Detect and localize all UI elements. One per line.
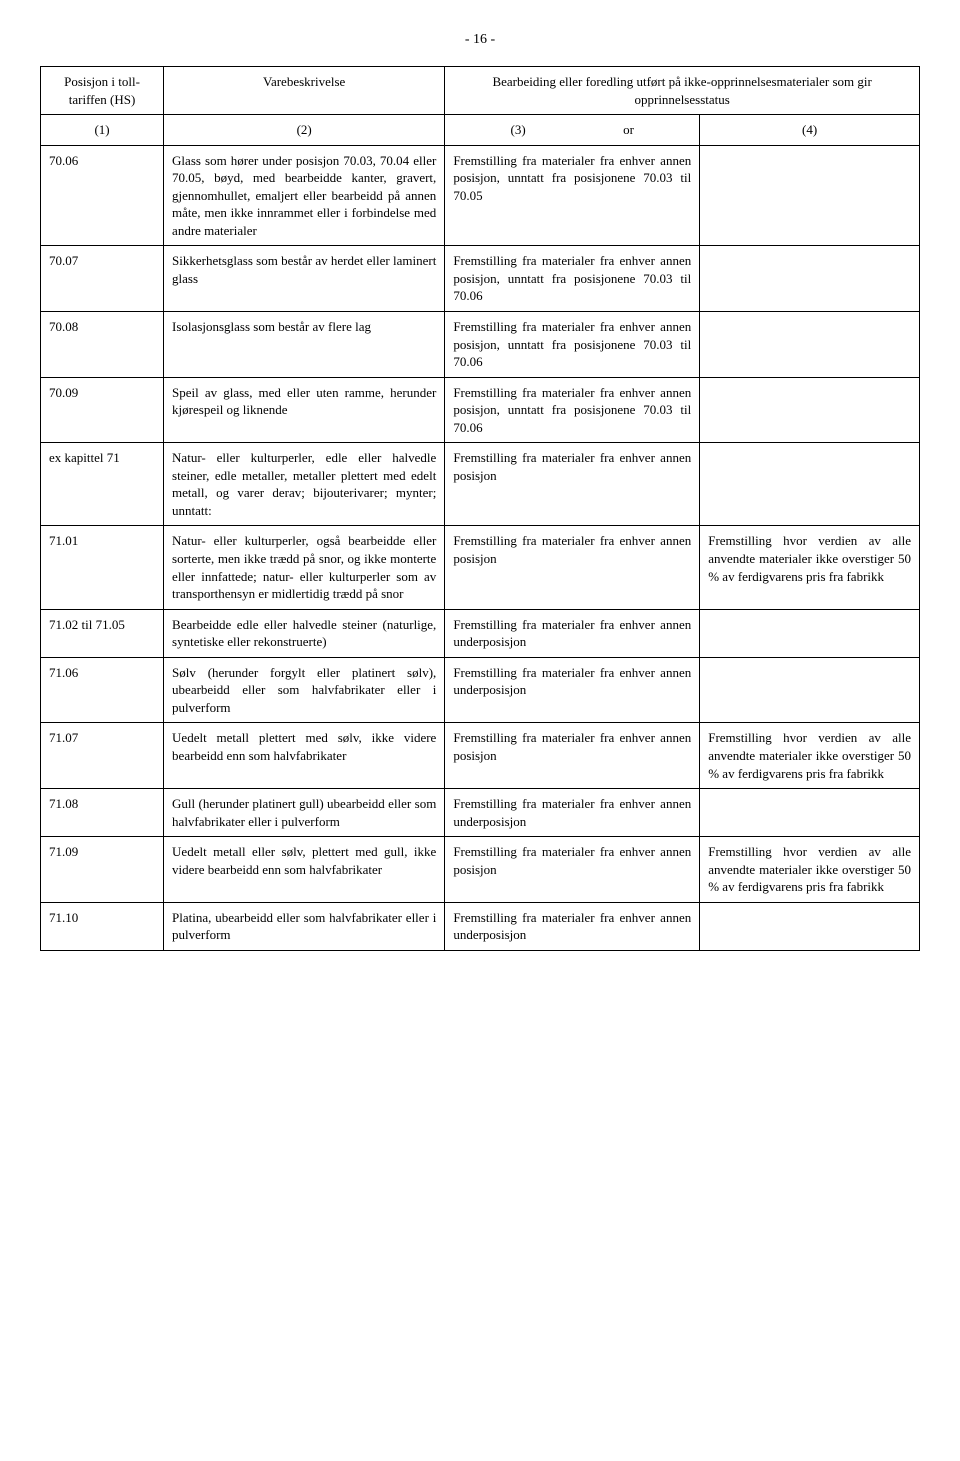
cell-description: Natur- eller kulturperler, edle eller ha… [164, 443, 445, 526]
cell-rule-b [700, 789, 920, 837]
rows-body: 70.06Glass som hører under posisjon 70.0… [41, 145, 920, 950]
cell-rule-b: Fremstilling hvor verdien av alle anvend… [700, 526, 920, 609]
cell-description: Uedelt metall plettert med sølv, ikke vi… [164, 723, 445, 789]
cell-rule-b [700, 443, 920, 526]
cell-description: Sikkerhetsglass som består av herdet ell… [164, 246, 445, 312]
cell-rule-a: Fremstilling fra materialer fra enhver a… [445, 902, 700, 950]
cell-position: 71.09 [41, 837, 164, 903]
cell-position: 70.08 [41, 312, 164, 378]
header-row: Posisjon i toll-tariffen (HS) Varebeskri… [41, 67, 920, 115]
header-col34: Bearbeiding eller foredling utført på ik… [445, 67, 920, 115]
table-row: 70.09Speil av glass, med eller uten ramm… [41, 377, 920, 443]
cell-rule-a: Fremstilling fra materialer fra enhver a… [445, 312, 700, 378]
cell-rule-b [700, 312, 920, 378]
cell-rule-a: Fremstilling fra materialer fra enhver a… [445, 723, 700, 789]
cell-position: 71.02 til 71.05 [41, 609, 164, 657]
cell-rule-b [700, 657, 920, 723]
table-row: 70.07Sikkerhetsglass som består av herde… [41, 246, 920, 312]
numcell-3-or: or [623, 122, 634, 137]
table-row: 71.07Uedelt metall plettert med sølv, ik… [41, 723, 920, 789]
cell-rule-a: Fremstilling fra materialer fra enhver a… [445, 526, 700, 609]
cell-rule-a: Fremstilling fra materialer fra enhver a… [445, 657, 700, 723]
table-row: 71.08Gull (herunder platinert gull) ubea… [41, 789, 920, 837]
cell-rule-b: Fremstilling hvor verdien av alle anvend… [700, 723, 920, 789]
table-row: 71.06Sølv (herunder forgylt eller platin… [41, 657, 920, 723]
cell-description: Uedelt metall eller sølv, plettert med g… [164, 837, 445, 903]
cell-rule-b [700, 246, 920, 312]
cell-position: 71.08 [41, 789, 164, 837]
cell-rule-a: Fremstilling fra materialer fra enhver a… [445, 246, 700, 312]
rules-table: Posisjon i toll-tariffen (HS) Varebeskri… [40, 66, 920, 951]
table-row: 71.10Platina, ubearbeidd eller som halvf… [41, 902, 920, 950]
header-col1: Posisjon i toll-tariffen (HS) [41, 67, 164, 115]
cell-position: 71.10 [41, 902, 164, 950]
cell-rule-a: Fremstilling fra materialer fra enhver a… [445, 377, 700, 443]
cell-position: 71.06 [41, 657, 164, 723]
cell-description: Sølv (herunder forgylt eller platinert s… [164, 657, 445, 723]
cell-rule-a: Fremstilling fra materialer fra enhver a… [445, 789, 700, 837]
cell-position: 70.06 [41, 145, 164, 246]
cell-rule-a: Fremstilling fra materialer fra enhver a… [445, 443, 700, 526]
numcell-3-left: (3) [511, 122, 526, 137]
cell-rule-b [700, 609, 920, 657]
cell-position: 71.01 [41, 526, 164, 609]
cell-description: Glass som hører under posisjon 70.03, 70… [164, 145, 445, 246]
cell-rule-a: Fremstilling fra materialer fra enhver a… [445, 609, 700, 657]
cell-description: Platina, ubearbeidd eller som halvfabrik… [164, 902, 445, 950]
cell-rule-b [700, 902, 920, 950]
table-row: 70.06Glass som hører under posisjon 70.0… [41, 145, 920, 246]
table-row: 71.02 til 71.05Bearbeidde edle eller hal… [41, 609, 920, 657]
table-row: 70.08Isolasjonsglass som består av flere… [41, 312, 920, 378]
cell-description: Isolasjonsglass som består av flere lag [164, 312, 445, 378]
cell-position: 70.09 [41, 377, 164, 443]
table-row: 71.01Natur- eller kulturperler, også bea… [41, 526, 920, 609]
cell-rule-a: Fremstilling fra materialer fra enhver a… [445, 837, 700, 903]
cell-description: Speil av glass, med eller uten ramme, he… [164, 377, 445, 443]
cell-position: 71.07 [41, 723, 164, 789]
cell-rule-b [700, 145, 920, 246]
page-number: - 16 - [40, 32, 920, 48]
table-row: 71.09Uedelt metall eller sølv, plettert … [41, 837, 920, 903]
cell-position: 70.07 [41, 246, 164, 312]
numcell-2: (2) [164, 115, 445, 146]
header-col2: Varebeskrivelse [164, 67, 445, 115]
cell-description: Bearbeidde edle eller halvedle steiner (… [164, 609, 445, 657]
cell-description: Gull (herunder platinert gull) ubearbeid… [164, 789, 445, 837]
numcell-3: (3) or [445, 115, 700, 146]
cell-position: ex kapittel 71 [41, 443, 164, 526]
numcell-1: (1) [41, 115, 164, 146]
cell-description: Natur- eller kulturperler, også bearbeid… [164, 526, 445, 609]
cell-rule-a: Fremstilling fra materialer fra enhver a… [445, 145, 700, 246]
cell-rule-b: Fremstilling hvor verdien av alle anvend… [700, 837, 920, 903]
number-row: (1) (2) (3) or (4) [41, 115, 920, 146]
numcell-4: (4) [700, 115, 920, 146]
cell-rule-b [700, 377, 920, 443]
table-row: ex kapittel 71Natur- eller kulturperler,… [41, 443, 920, 526]
